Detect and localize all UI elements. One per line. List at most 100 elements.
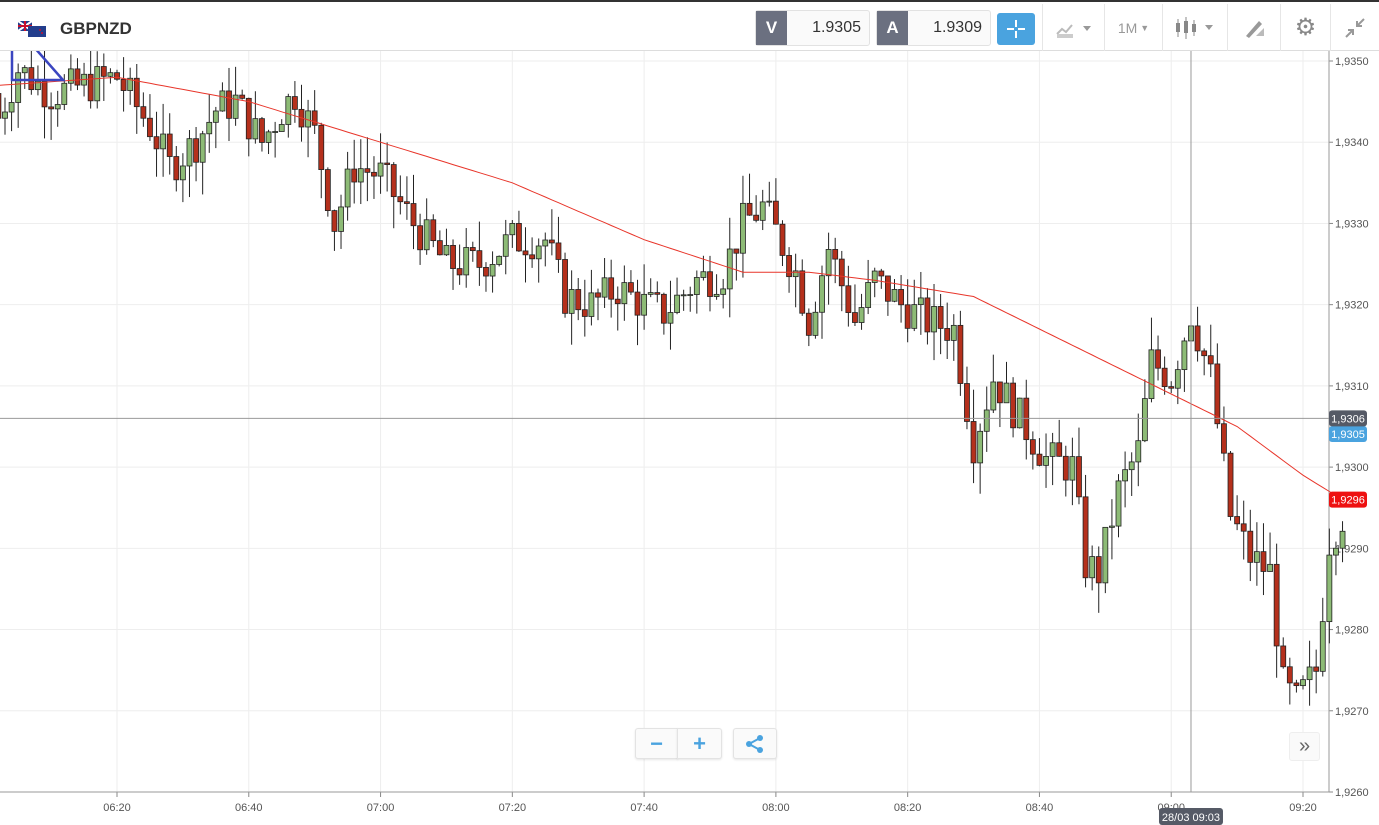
collapse-button[interactable]: [1330, 4, 1379, 51]
crosshair-price-label-bg: [1329, 410, 1367, 427]
candle-down: [291, 96, 298, 110]
candle-down: [100, 66, 107, 77]
candle-down: [581, 309, 588, 317]
candle-up: [726, 248, 733, 290]
candle-down: [120, 78, 127, 91]
x-tick-label: 08:20: [894, 802, 922, 814]
candle-up: [647, 292, 654, 295]
candle-down: [430, 219, 437, 242]
candle-up: [1148, 349, 1155, 400]
toolbar: GBPNZD V 1.9305 A 1.9309 1M ▼ ⚙: [0, 4, 1379, 51]
candle-down: [779, 223, 786, 256]
candle-up: [1339, 530, 1346, 549]
candle-down: [937, 306, 944, 329]
moving-average-line: [0, 76, 1343, 501]
candle-up: [344, 168, 351, 208]
candle-up: [443, 244, 450, 256]
candle-up: [463, 247, 470, 276]
candle-down: [331, 210, 338, 232]
candle-up: [1306, 666, 1313, 681]
candle-down: [48, 106, 55, 110]
candle-up: [67, 68, 74, 84]
candle-up: [680, 294, 687, 297]
candle-up: [8, 102, 15, 113]
candle-up: [502, 234, 509, 257]
y-tick-label: 1,9330: [1335, 218, 1369, 230]
candle-up: [865, 282, 872, 308]
candle-up: [1069, 456, 1076, 481]
candle-down: [1293, 682, 1300, 687]
candle-down: [417, 225, 423, 251]
candle-down: [575, 289, 582, 311]
candle-down: [1227, 452, 1234, 517]
candle-up: [687, 294, 694, 296]
crosshair-price-label: 1,9306: [1331, 413, 1365, 425]
candle-up: [94, 66, 101, 102]
candle-up: [621, 282, 628, 305]
draw-tools-button[interactable]: [1227, 4, 1280, 51]
candle-up: [1003, 382, 1010, 404]
candle-down: [28, 67, 35, 91]
candle-down: [1062, 455, 1069, 481]
candle-down: [904, 304, 911, 329]
candle-up: [1049, 442, 1056, 457]
settings-button[interactable]: ⚙: [1280, 4, 1330, 51]
sell-price-button[interactable]: V 1.9305: [755, 10, 870, 46]
candle-up: [983, 409, 990, 432]
candle-up: [212, 110, 219, 123]
scroll-to-latest-button[interactable]: »: [1289, 732, 1320, 761]
candle-up: [931, 306, 937, 333]
y-tick-label: 1,9260: [1335, 787, 1369, 799]
candle-down: [74, 68, 81, 86]
candle-down: [1010, 382, 1016, 429]
candle-up: [252, 118, 259, 140]
x-tick-label: 07:00: [367, 802, 395, 814]
candle-down: [1234, 516, 1241, 525]
candle-up: [693, 277, 700, 295]
candle-up: [601, 277, 608, 298]
candle-up: [891, 289, 898, 302]
indicators-dropdown[interactable]: [1042, 4, 1104, 51]
candle-up: [588, 292, 595, 317]
candle-down: [1240, 523, 1247, 532]
candle-down: [838, 258, 845, 287]
candle-down: [786, 255, 792, 278]
candle-down: [1076, 456, 1082, 498]
candle-down: [469, 247, 476, 252]
candle-down: [997, 381, 1003, 404]
candle-down: [1260, 551, 1267, 572]
timeframe-label: 1M: [1117, 19, 1138, 36]
candle-down: [41, 80, 48, 108]
candles: [0, 44, 1346, 706]
share-button[interactable]: [733, 728, 777, 759]
zoom-out-button[interactable]: −: [635, 728, 678, 759]
share-icon: [746, 734, 763, 753]
zoom-in-button[interactable]: +: [677, 728, 722, 759]
candle-down: [634, 291, 641, 316]
x-tick-label: 09:20: [1289, 802, 1317, 814]
chart-type-dropdown[interactable]: [1162, 4, 1227, 51]
candle-down: [239, 94, 246, 99]
candle-up: [509, 223, 516, 236]
crosshair-time-bg: [1158, 808, 1223, 825]
candle-up: [278, 124, 285, 132]
buy-price-button[interactable]: A 1.9309: [876, 10, 991, 46]
candle-up: [568, 289, 575, 314]
candle-up: [1326, 554, 1333, 623]
timeframe-dropdown[interactable]: 1M ▼: [1104, 4, 1162, 51]
candle-up: [61, 82, 68, 105]
candle-up: [720, 288, 727, 295]
candle-up: [990, 381, 997, 411]
candle-up: [740, 202, 746, 254]
candle-up: [1016, 397, 1023, 429]
indicators-icon: [1055, 23, 1091, 38]
candle-down: [832, 249, 839, 260]
candle-down: [746, 202, 753, 216]
candle-up: [1109, 525, 1115, 528]
candle-up: [858, 307, 865, 323]
candle-down: [555, 242, 562, 260]
candle-up: [160, 133, 167, 150]
candle-down: [970, 421, 977, 464]
crosshair-button[interactable]: [997, 13, 1035, 45]
